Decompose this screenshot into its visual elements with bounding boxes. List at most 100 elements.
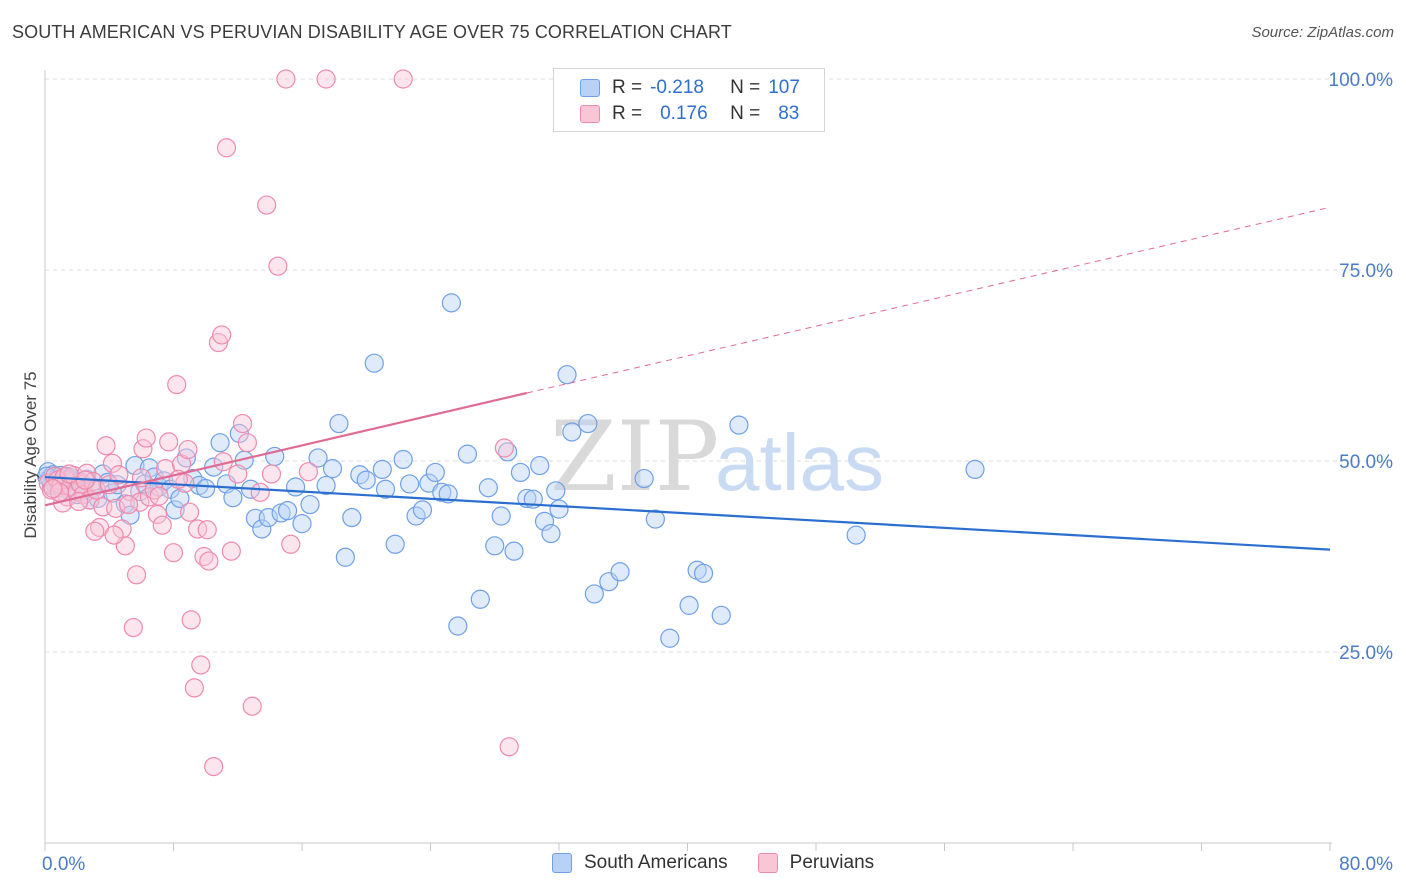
data-point: [316, 475, 336, 496]
data-point: [178, 439, 198, 460]
y-tick-label: 50.0%: [1339, 452, 1393, 473]
data-point: [125, 455, 145, 476]
data-point: [578, 413, 598, 434]
data-point: [562, 422, 582, 442]
data-point: [478, 478, 498, 498]
legend-swatch-blue: [580, 79, 600, 97]
tick-labels: 25.0% 50.0% 75.0% 100.0% 0.0% 80.0%: [42, 70, 1393, 875]
data-point: [393, 69, 413, 89]
y-axis-label: Disability Age Over 75: [21, 371, 40, 538]
legend-r-value: -0.218: [650, 77, 704, 98]
legend-swatch-pink: [757, 853, 778, 873]
legend-n-label: N =: [730, 103, 761, 124]
y-tick-label: 25.0%: [1339, 643, 1393, 664]
legend-item-south-americans: South Americans: [552, 852, 728, 874]
data-point: [216, 138, 237, 158]
data-point: [846, 525, 866, 545]
data-point: [470, 589, 490, 609]
trend-line-peruvians: [44, 391, 528, 507]
source-label: Source: ZipAtlas.com: [1251, 24, 1394, 41]
data-point: [221, 541, 241, 561]
data-point: [491, 506, 511, 526]
legend-r-label: R =: [612, 103, 643, 124]
legend-r-value: 0.176: [660, 103, 708, 124]
data-point: [167, 375, 187, 395]
data-point: [136, 428, 156, 448]
data-point: [223, 488, 243, 508]
data-point: [300, 494, 320, 515]
series-legend: South Americans Peruvians: [552, 852, 904, 874]
data-point: [181, 610, 201, 630]
data-point: [237, 433, 257, 453]
watermark: ZIP atlas: [550, 401, 884, 513]
data-point: [292, 514, 312, 534]
data-point: [494, 438, 514, 458]
data-point: [457, 444, 478, 464]
legend-item-peruvians: Peruvians: [757, 852, 875, 874]
data-point: [308, 448, 328, 468]
data-point: [504, 541, 524, 561]
data-point: [584, 584, 604, 604]
data-point: [139, 487, 160, 507]
data-point: [541, 523, 561, 544]
data-point: [149, 486, 169, 506]
data-point: [276, 69, 296, 89]
y-tick-label: 100.0%: [1329, 70, 1394, 91]
data-point: [316, 69, 336, 89]
data-point: [375, 479, 396, 499]
data-point: [342, 507, 362, 528]
data-point: [485, 536, 505, 556]
legend-r-label: R =: [612, 77, 643, 98]
data-point: [693, 563, 714, 583]
data-point: [179, 502, 200, 522]
data-point: [356, 470, 376, 490]
data-point: [85, 521, 105, 541]
trend-lines: [44, 206, 1331, 551]
data-point: [133, 439, 153, 459]
data-point: [634, 468, 654, 489]
data-point: [106, 498, 126, 518]
legend-label: Peruvians: [789, 852, 875, 873]
data-point: [152, 515, 172, 535]
data-point: [187, 519, 208, 539]
series-south-americans: [37, 293, 985, 648]
data-point: [163, 543, 184, 563]
data-point: [204, 756, 224, 777]
data-point: [510, 462, 531, 483]
data-point: [965, 459, 985, 480]
data-point: [645, 509, 665, 529]
data-point: [277, 501, 298, 521]
data-point: [102, 453, 123, 473]
data-point: [242, 696, 262, 716]
legend-swatch-blue: [552, 853, 572, 873]
data-point: [268, 256, 288, 276]
axes: [44, 70, 1332, 851]
data-point: [123, 617, 143, 638]
data-point: [298, 462, 319, 482]
data-point: [546, 481, 566, 501]
legend-swatch-pink: [580, 105, 600, 123]
data-point: [159, 432, 179, 452]
trend-line-south-americans: [44, 475, 1331, 551]
legend-n-label: N =: [730, 77, 761, 98]
data-point: [400, 474, 420, 494]
data-point: [109, 465, 129, 485]
data-point: [660, 628, 680, 648]
data-point: [549, 499, 569, 519]
data-point: [412, 500, 433, 520]
data-point: [729, 415, 749, 435]
data-point: [43, 478, 63, 499]
data-point: [530, 455, 550, 476]
data-point: [252, 519, 272, 539]
data-point: [197, 520, 217, 540]
data-point: [385, 534, 405, 554]
data-point: [285, 477, 306, 497]
data-point: [329, 413, 349, 434]
gridlines: [45, 78, 1392, 653]
chart-title: SOUTH AMERICAN VS PERUVIAN DISABILITY AG…: [12, 22, 732, 42]
data-point: [165, 500, 185, 520]
x-tick-label: 0.0%: [42, 854, 85, 875]
data-point: [711, 605, 731, 625]
data-point: [139, 458, 160, 478]
data-point: [96, 436, 116, 456]
